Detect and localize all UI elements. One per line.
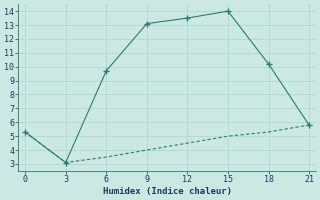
X-axis label: Humidex (Indice chaleur): Humidex (Indice chaleur) (103, 187, 232, 196)
